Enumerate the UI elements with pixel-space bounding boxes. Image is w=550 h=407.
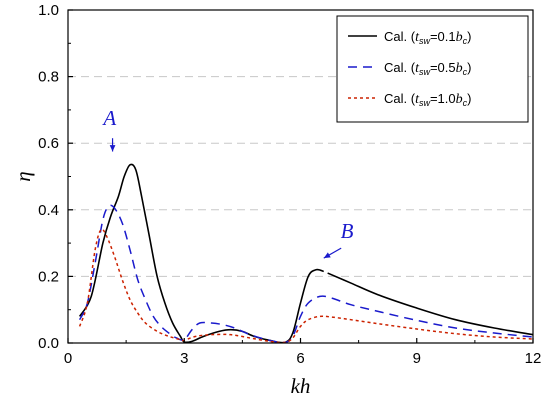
annotation-arrowhead-a xyxy=(109,145,116,152)
series-line-0-0 xyxy=(78,163,324,344)
x-tick-label-4: 12 xyxy=(525,350,542,367)
legend-label-1: Cal. (tsw=0.5bc) xyxy=(384,60,471,77)
x-axis-title: kh xyxy=(291,374,311,398)
series-layer xyxy=(78,163,534,344)
y-tick-label-1: 0.2 xyxy=(38,268,59,285)
y-tick-label-4: 0.8 xyxy=(38,69,59,86)
annotation-label-b: B xyxy=(341,219,354,243)
legend: Cal. (tsw=0.1bc) Cal. (tsw=0.5bc) Cal. (ts… xyxy=(336,15,529,123)
legend-box xyxy=(336,15,529,123)
y-tick-label-5: 1.0 xyxy=(38,2,59,19)
y-axis-title: η xyxy=(11,171,35,181)
x-tick-label-0: 0 xyxy=(64,350,72,367)
series-line-2-0 xyxy=(78,228,534,344)
x-tick-label-3: 9 xyxy=(413,350,421,367)
y-tick-label-2: 0.4 xyxy=(38,202,59,219)
legend-label-2: Cal. (tsw=1.0bc) xyxy=(384,91,471,108)
annotation-arrowhead-b xyxy=(323,252,331,259)
series-line-0-1 xyxy=(327,272,534,336)
x-tick-label-1: 3 xyxy=(180,350,188,367)
legend-label-0: Cal. (tsw=0.1bc) xyxy=(384,29,471,46)
annotations: AB xyxy=(101,106,354,259)
y-tick-label-3: 0.6 xyxy=(38,135,59,152)
series-line-1-0 xyxy=(78,204,534,344)
x-tick-label-2: 6 xyxy=(296,350,304,367)
y-tick-label-0: 0.0 xyxy=(38,335,59,352)
annotation-label-a: A xyxy=(101,106,116,130)
axis-ticks: 0 3 6 9 12 0.0 0.2 0.4 0.6 0.8 1.0 xyxy=(38,2,541,367)
